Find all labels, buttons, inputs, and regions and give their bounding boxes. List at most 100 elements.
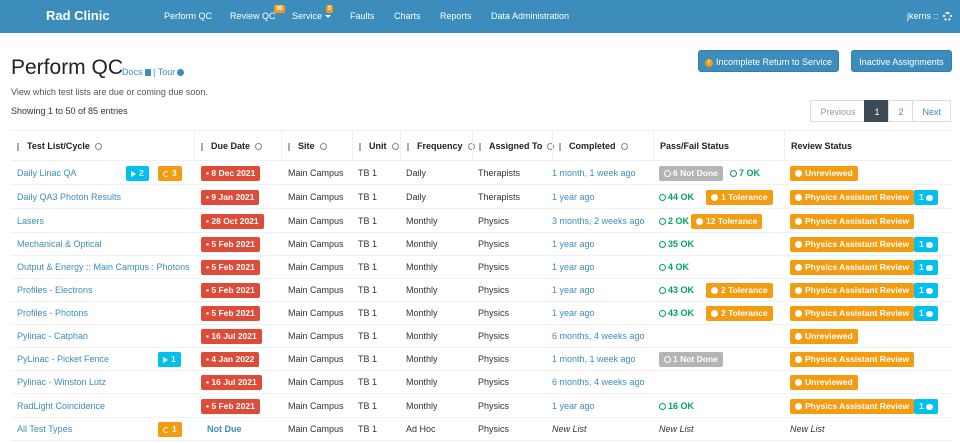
tour-link[interactable]: Tour — [158, 67, 185, 77]
tolerance-badge: 2 Tolerance — [706, 306, 773, 321]
in-progress-badge[interactable]: 1 — [158, 352, 181, 367]
col-assigned-to[interactable]: Assigned To — [472, 131, 555, 162]
table-row: Lasers ▪ 28 Oct 2021 Main Campus TB 1 Mo… — [11, 210, 952, 233]
pagination-page-1[interactable]: 1 — [864, 100, 890, 122]
docs-links: Docs | Tour — [122, 67, 185, 77]
comments-badge[interactable]: 1 — [914, 260, 938, 275]
pagination-page-2[interactable]: 2 — [888, 100, 914, 122]
col-review-status[interactable]: Review Status — [784, 131, 952, 162]
col-frequency[interactable]: Frequency — [400, 131, 475, 162]
nav-charts[interactable]: Charts — [394, 11, 421, 21]
comment-icon — [925, 287, 933, 294]
completed-link[interactable]: 1 year ago — [552, 308, 595, 318]
frequency: Monthly — [406, 262, 438, 272]
nav-service[interactable]: Service 3 — [292, 5, 334, 21]
test-list-link[interactable]: All Test Types — [17, 424, 73, 434]
test-list-link[interactable]: Lasers — [17, 216, 45, 226]
site: Main Campus — [288, 401, 344, 411]
assigned-to: Therapists — [478, 192, 521, 202]
due-date-badge: ▪ 5 Feb 2021 — [201, 260, 260, 275]
user-menu[interactable]: jkerns :: — [907, 11, 952, 22]
test-list-link[interactable]: Daily Linac QA — [17, 168, 77, 178]
exclamation-icon — [795, 194, 802, 202]
unit: TB 1 — [358, 377, 378, 387]
review-status-badge: Physics Assistant Review — [790, 352, 915, 367]
search-icon[interactable] — [255, 143, 263, 151]
review-status-badge: Physics Assistant Review — [790, 190, 915, 205]
brand-link[interactable]: Rad Clinic — [46, 8, 110, 23]
incomplete-return-to-service-button[interactable]: ! Incomplete Return to Service — [698, 50, 839, 72]
col-test-list[interactable]: Test List/Cycle — [11, 131, 194, 162]
unreviewed-badge[interactable]: 1 — [158, 422, 182, 437]
frequency: Monthly — [406, 239, 438, 249]
test-list-link[interactable]: PyLinac - Picket Fence — [17, 354, 110, 364]
comments-badge[interactable]: 1 — [914, 399, 938, 414]
test-list-link[interactable]: Profiles - Electrons — [17, 285, 93, 295]
table-row: RadLight Coincidence ▪ 5 Feb 2021 Main C… — [11, 395, 952, 418]
nav-faults[interactable]: Faults — [350, 11, 375, 21]
unreviewed-badge[interactable]: 3 — [158, 166, 182, 181]
test-list-link[interactable]: Pylinac - Catphan — [17, 331, 89, 341]
search-icon[interactable] — [547, 143, 555, 151]
completed-link[interactable]: 1 year ago — [552, 285, 595, 295]
col-site[interactable]: Site — [281, 131, 352, 162]
exclamation-icon — [696, 218, 703, 226]
book-icon — [144, 69, 151, 77]
pass-fail-status: New List — [659, 424, 694, 434]
test-list-link[interactable]: Pylinac - Winston Lutz — [17, 377, 107, 387]
nav-reports[interactable]: Reports — [440, 11, 472, 21]
col-pass-fail-status[interactable]: Pass/Fail Status — [653, 131, 784, 162]
col-completed[interactable]: Completed — [552, 131, 653, 162]
nav-data-administration[interactable]: Data Administration — [491, 11, 570, 21]
entries-info: Showing 1 to 50 of 85 entries — [11, 106, 128, 116]
comments-badge[interactable]: 1 — [914, 283, 938, 298]
pagination: Previous 1 2 Next — [810, 100, 951, 122]
test-list-link[interactable]: Profiles - Photons — [17, 308, 89, 318]
inactive-assignments-button[interactable]: Inactive Assignments — [851, 50, 952, 72]
unit: TB 1 — [358, 239, 378, 249]
completed-link[interactable]: 1 year ago — [552, 401, 595, 411]
comments-badge[interactable]: 1 — [914, 237, 938, 252]
test-list-link[interactable]: Mechanical & Optical — [17, 239, 102, 249]
search-icon[interactable] — [620, 143, 628, 151]
test-list-link[interactable]: Output & Energy :: Main Campus : Photons — [17, 262, 190, 272]
nav-review-qc[interactable]: Review QC 30 — [230, 5, 285, 21]
completed-link[interactable]: 3 months, 2 weeks ago — [552, 216, 645, 226]
completed-link[interactable]: 1 year ago — [552, 192, 595, 202]
gears-icon[interactable] — [943, 12, 952, 22]
pagination-next[interactable]: Next — [912, 100, 951, 122]
completed-link[interactable]: 1 year ago — [552, 239, 595, 249]
comments-badge[interactable]: 1 — [914, 190, 938, 205]
navbar: Rad Clinic Perform QC Review QC 30 Servi… — [0, 0, 960, 33]
completed-link[interactable]: 1 month, 1 week ago — [552, 354, 636, 364]
nav-perform-qc[interactable]: Perform QC — [164, 11, 213, 21]
search-icon[interactable] — [467, 143, 475, 151]
search-icon[interactable] — [94, 143, 102, 151]
completed-link[interactable]: 1 year ago — [552, 262, 595, 272]
comments-badge[interactable]: 1 — [914, 306, 938, 321]
unit: TB 1 — [358, 192, 378, 202]
unit: TB 1 — [358, 424, 378, 434]
site: Main Campus — [288, 354, 344, 364]
review-status: New List — [790, 424, 825, 434]
tolerance-badge: 2 Tolerance — [706, 283, 773, 298]
site: Main Campus — [288, 216, 344, 226]
col-due-date[interactable]: Due Date — [194, 131, 281, 162]
table-row: Profiles - Photons ▪ 5 Feb 2021 Main Cam… — [11, 302, 952, 325]
circle-icon — [664, 356, 671, 364]
test-list-link[interactable]: RadLight Coincidence — [17, 401, 106, 411]
search-icon[interactable] — [391, 143, 399, 151]
completed-link[interactable]: 1 month, 1 week ago — [552, 168, 636, 178]
completed-link[interactable]: 6 months, 4 weeks ago — [552, 331, 645, 341]
pagination-previous[interactable]: Previous — [810, 100, 866, 122]
frequency: Monthly — [406, 377, 438, 387]
completed-link[interactable]: 6 months, 4 weeks ago — [552, 377, 645, 387]
tolerance-badge: 12 Tolerance — [691, 214, 763, 229]
search-icon[interactable] — [319, 143, 327, 151]
review-status-badge: Unreviewed — [790, 329, 858, 344]
test-list-link[interactable]: Daily QA3 Photon Results — [17, 192, 122, 202]
col-unit[interactable]: Unit — [352, 131, 400, 162]
in-progress-badge[interactable]: 2 — [126, 166, 149, 181]
comment-icon — [925, 403, 933, 410]
docs-link[interactable]: Docs — [122, 67, 151, 77]
